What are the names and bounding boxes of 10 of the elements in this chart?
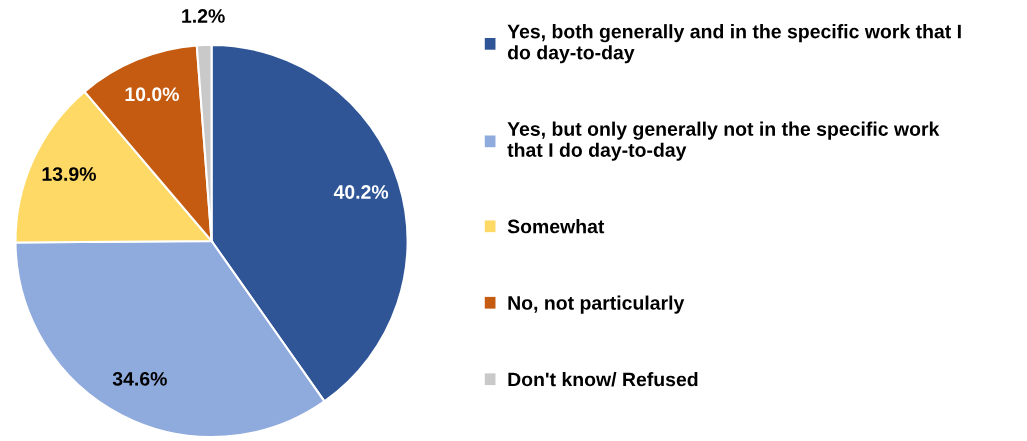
legend-label: Yes, both generally and in the specific work that I do day-to-day — [507, 24, 961, 64]
data-label: 13.9% — [42, 167, 96, 181]
data-label: 1.2% — [182, 9, 225, 23]
data-label: 34.6% — [112, 371, 167, 386]
legend-label: Somewhat — [507, 219, 605, 234]
data-label: 40.2% — [333, 185, 389, 199]
legend-label: Yes, but only generally not in the specific work that I do day-to-day — [507, 121, 940, 161]
legend-label: No, not particularly — [508, 295, 685, 314]
legend-label: Don't know/ Refused — [508, 372, 698, 387]
data-label: 10.0% — [125, 87, 179, 102]
